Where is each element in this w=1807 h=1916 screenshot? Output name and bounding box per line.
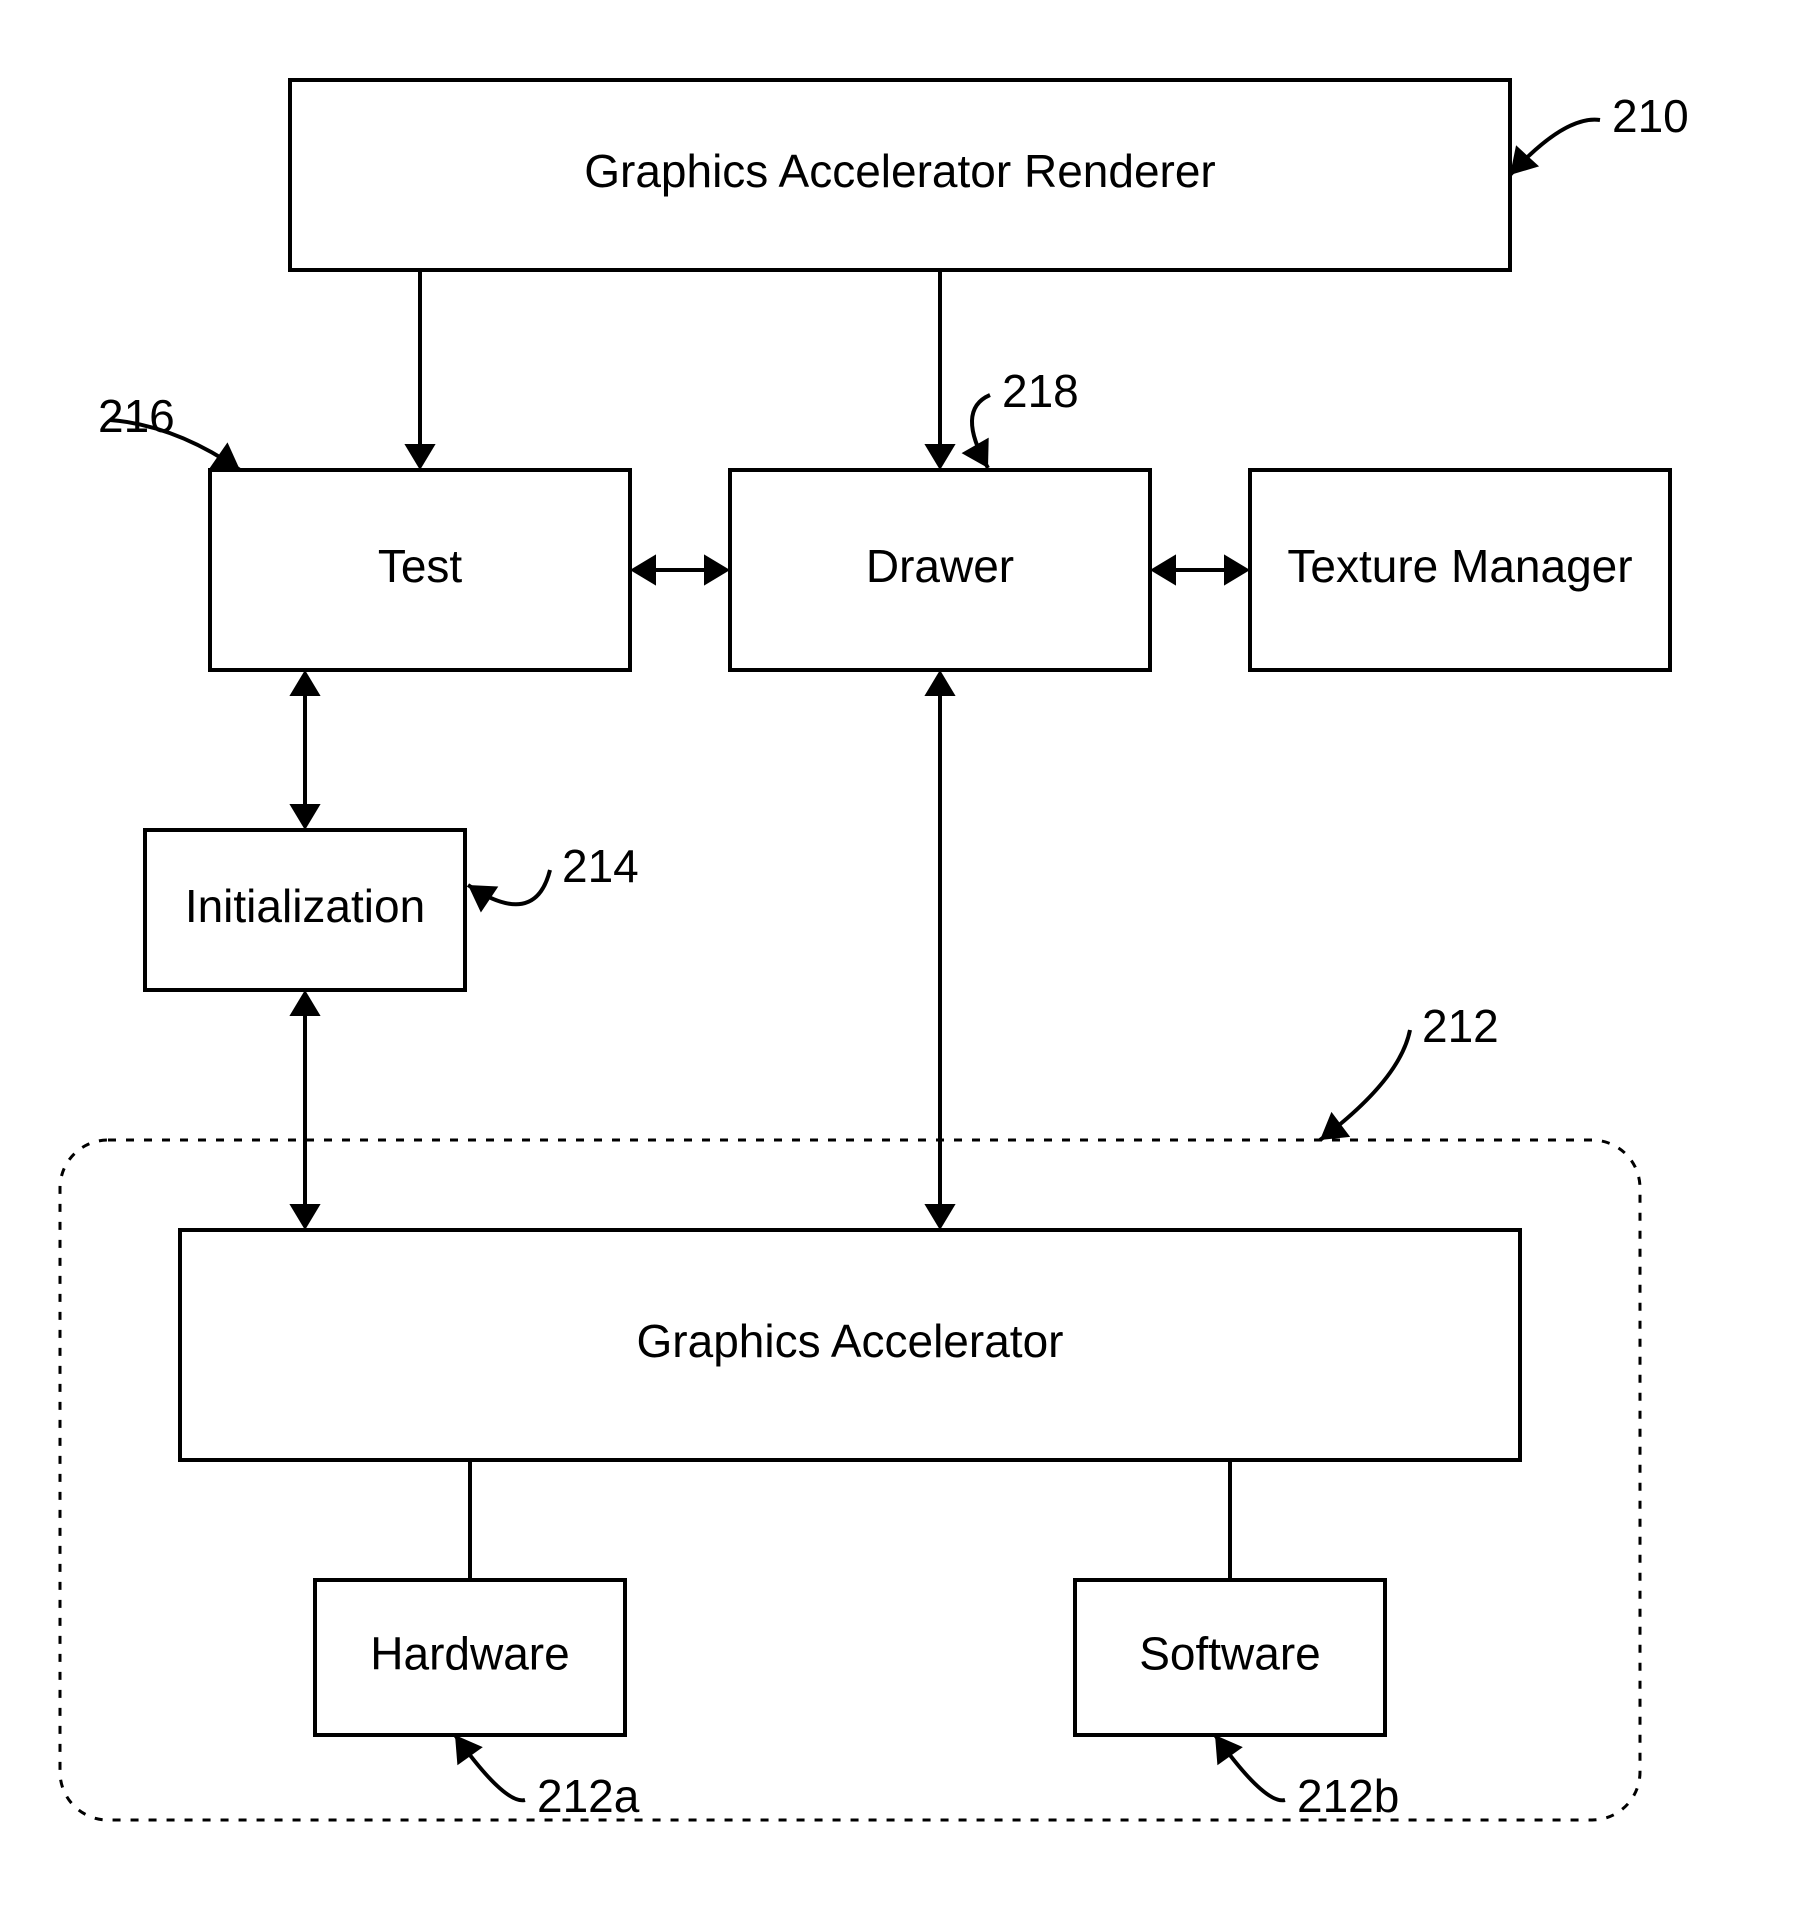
arrowhead bbox=[924, 1204, 955, 1230]
arrowhead bbox=[1150, 554, 1176, 585]
arrowhead bbox=[210, 442, 240, 470]
ref-210: 210 bbox=[1612, 90, 1689, 142]
arrowhead bbox=[924, 444, 955, 470]
arrowhead bbox=[1224, 554, 1250, 585]
arrowhead bbox=[630, 554, 656, 585]
node-software-label: Software bbox=[1139, 1628, 1321, 1680]
arrowhead bbox=[289, 804, 320, 830]
arrowhead bbox=[289, 670, 320, 696]
ref-212a: 212a bbox=[537, 1770, 640, 1822]
node-texture-label: Texture Manager bbox=[1287, 540, 1632, 592]
ref-218: 218 bbox=[1002, 365, 1079, 417]
node-init-label: Initialization bbox=[185, 880, 425, 932]
node-drawer-label: Drawer bbox=[866, 540, 1014, 592]
node-hardware-label: Hardware bbox=[370, 1628, 569, 1680]
ref-212: 212 bbox=[1422, 1000, 1499, 1052]
arrowhead bbox=[1215, 1735, 1243, 1765]
node-renderer-label: Graphics Accelerator Renderer bbox=[584, 145, 1216, 197]
ref-212b: 212b bbox=[1297, 1770, 1399, 1822]
arrowhead bbox=[704, 554, 730, 585]
arrowhead bbox=[289, 1204, 320, 1230]
ref-216: 216 bbox=[98, 390, 175, 442]
arrowhead bbox=[404, 444, 435, 470]
arrowhead bbox=[289, 990, 320, 1016]
arrowhead bbox=[924, 670, 955, 696]
node-test-label: Test bbox=[378, 540, 463, 592]
arrowhead bbox=[1320, 1112, 1350, 1140]
node-accel-label: Graphics Accelerator bbox=[637, 1315, 1064, 1367]
ref-214: 214 bbox=[562, 840, 639, 892]
arrowhead bbox=[455, 1735, 483, 1765]
